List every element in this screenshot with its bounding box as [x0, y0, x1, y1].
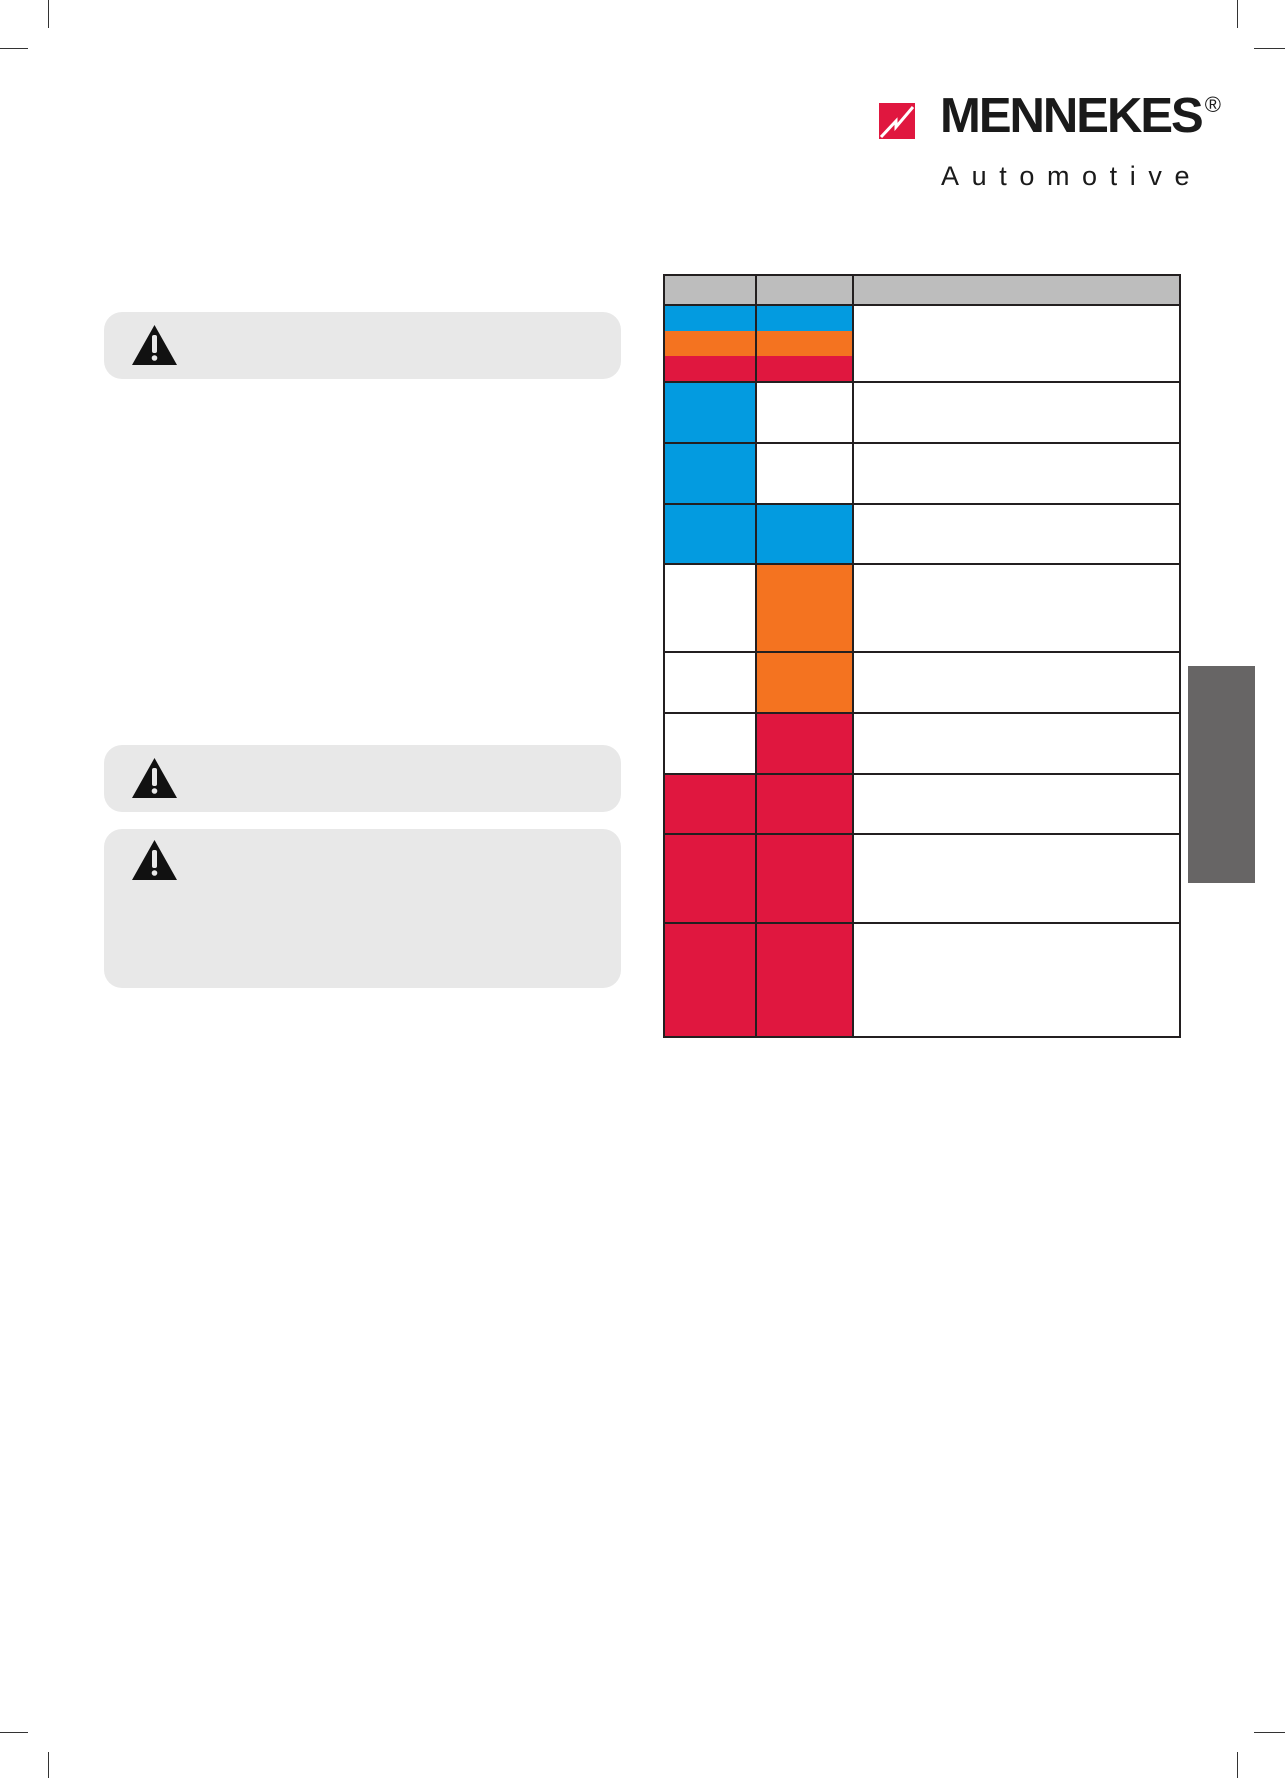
logo-registered: ® [1204, 92, 1221, 117]
led-2-cell [755, 651, 854, 714]
crop-mark [1254, 1732, 1285, 1733]
led-1-cell [663, 442, 757, 505]
led-1-cell [663, 922, 757, 1038]
led-2-cell [755, 442, 854, 505]
led-color-white [665, 653, 755, 712]
warning-box [104, 829, 621, 988]
crop-mark [48, 1752, 49, 1778]
table-row [663, 651, 1181, 714]
led-color-white [757, 444, 852, 503]
led-color-orange [757, 565, 852, 651]
table-row [663, 833, 1181, 924]
led-color-white [665, 714, 755, 773]
crop-mark [1254, 48, 1285, 49]
description-cell [852, 773, 1181, 835]
table-row [663, 381, 1181, 444]
led-color-white [665, 565, 755, 651]
led-color-red [665, 356, 755, 381]
description-cell [852, 833, 1181, 924]
description-cell [852, 304, 1181, 383]
led-color-white [757, 383, 852, 442]
table-row [663, 563, 1181, 653]
led-color-red [665, 775, 755, 833]
led-status-table [663, 274, 1181, 1038]
description-cell [852, 712, 1181, 775]
table-row [663, 922, 1181, 1038]
led-1-cell [663, 503, 757, 565]
led-color-blue [757, 505, 852, 563]
side-tab [1188, 666, 1255, 883]
led-2-cell [755, 304, 854, 383]
description-cell [852, 442, 1181, 505]
logo-brand: MENNEKES [940, 89, 1204, 143]
led-color-blue [757, 306, 852, 331]
led-2-cell [755, 712, 854, 775]
mennekes-logo-icon [879, 103, 915, 139]
table-row [663, 304, 1181, 383]
table-row [663, 503, 1181, 565]
table-row [663, 442, 1181, 505]
led-2-cell [755, 833, 854, 924]
led-color-orange [757, 653, 852, 712]
description-cell [852, 563, 1181, 653]
description-cell [852, 651, 1181, 714]
led-1-cell [663, 712, 757, 775]
description-cell [852, 922, 1181, 1038]
led-color-blue [665, 306, 755, 331]
crop-mark [0, 48, 28, 49]
logo-subtitle: Automotive [941, 161, 1203, 191]
warning-box [104, 745, 621, 812]
led-color-red [757, 714, 852, 773]
crop-mark [1237, 1752, 1238, 1778]
led-color-red [757, 835, 852, 922]
led-2-cell [755, 922, 854, 1038]
led-color-red [665, 835, 755, 922]
crop-mark [48, 0, 49, 28]
table-row [663, 773, 1181, 835]
led-color-blue [665, 444, 755, 503]
led-1-cell [663, 304, 757, 383]
led-1-cell [663, 563, 757, 653]
led-color-orange [665, 331, 755, 356]
crop-mark [0, 1732, 28, 1733]
led-1-cell [663, 833, 757, 924]
led-2-cell [755, 773, 854, 835]
led-1-cell [663, 381, 757, 444]
led-color-red [665, 924, 755, 1036]
led-1-cell [663, 651, 757, 714]
led-color-blue [665, 505, 755, 563]
led-color-red [757, 356, 852, 381]
led-color-blue [665, 383, 755, 442]
description-cell [852, 503, 1181, 565]
warning-triangle-icon [132, 758, 177, 798]
table-header-cell [852, 274, 1181, 306]
table-header-row [663, 274, 1181, 306]
warning-triangle-icon [132, 840, 177, 880]
table-header-cell [755, 274, 854, 306]
description-cell [852, 381, 1181, 444]
led-color-red [757, 775, 852, 833]
led-color-orange [757, 331, 852, 356]
warning-triangle-icon [132, 325, 177, 365]
logo-wordmark: MENNEKES ® [940, 92, 1221, 141]
crop-mark [1237, 0, 1238, 28]
led-2-cell [755, 381, 854, 444]
led-color-red [757, 924, 852, 1036]
led-2-cell [755, 563, 854, 653]
warning-box [104, 312, 621, 379]
led-2-cell [755, 503, 854, 565]
table-header-cell [663, 274, 757, 306]
led-1-cell [663, 773, 757, 835]
table-row [663, 712, 1181, 775]
